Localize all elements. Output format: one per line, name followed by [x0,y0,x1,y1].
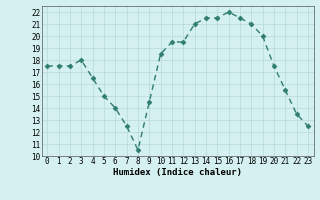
X-axis label: Humidex (Indice chaleur): Humidex (Indice chaleur) [113,168,242,177]
